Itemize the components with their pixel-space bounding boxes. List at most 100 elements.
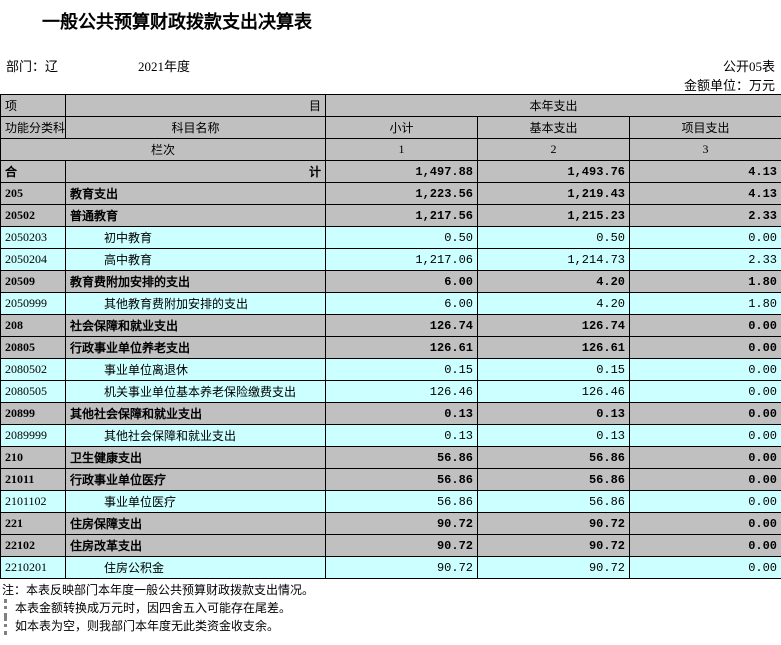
lane-1: 1: [326, 139, 478, 161]
cell-project: 2.33: [630, 205, 781, 227]
cell-subtotal: 56.86: [326, 491, 478, 513]
cell-basic: 126.61: [478, 337, 630, 359]
table-row: 2080505机关事业单位基本养老保险缴费支出126.46126.460.00: [1, 381, 781, 403]
cell-subtotal: 1,217.06: [326, 249, 478, 271]
cell-basic: 0.13: [478, 403, 630, 425]
cell-subtotal: 0.13: [326, 403, 478, 425]
meta-row: 部门：辽 2021年度 公开05表 金额单位：万元: [0, 38, 781, 94]
hdr-item-r: 目: [66, 95, 326, 117]
cell-basic: 56.86: [478, 469, 630, 491]
lane-3: 3: [630, 139, 781, 161]
cell-code: 20509: [1, 271, 66, 293]
table-row: 2089999其他社会保障和就业支出0.130.130.00: [1, 425, 781, 447]
cell-project: 0.00: [630, 403, 781, 425]
table-row: 2080502事业单位离退休0.150.150.00: [1, 359, 781, 381]
cell-subtotal: 126.61: [326, 337, 478, 359]
table-row: 205教育支出1,223.561,219.434.13: [1, 183, 781, 205]
cell-code: 2080505: [1, 381, 66, 403]
cell-basic: 4.20: [478, 293, 630, 315]
total-project: 4.13: [630, 161, 781, 183]
table-row: 2101102事业单位医疗56.8656.860.00: [1, 491, 781, 513]
total-l: 合: [1, 161, 66, 183]
cell-name: 行政事业单位医疗: [66, 469, 326, 491]
cell-project: 0.00: [630, 557, 781, 579]
hdr-name: 科目名称: [66, 117, 326, 139]
table-row: 20805行政事业单位养老支出126.61126.610.00: [1, 337, 781, 359]
cell-name: 教育支出: [66, 183, 326, 205]
cell-code: 2050203: [1, 227, 66, 249]
cell-project: 0.00: [630, 535, 781, 557]
cell-project: 0.00: [630, 359, 781, 381]
total-row: 合 计 1,497.88 1,493.76 4.13: [1, 161, 781, 183]
cell-subtotal: 90.72: [326, 513, 478, 535]
cell-code: 2210201: [1, 557, 66, 579]
cell-name: 普通教育: [66, 205, 326, 227]
cell-basic: 90.72: [478, 513, 630, 535]
cell-name: 其他社会保障和就业支出: [66, 425, 326, 447]
cell-subtotal: 6.00: [326, 271, 478, 293]
cell-name: 教育费附加安排的支出: [66, 271, 326, 293]
cell-subtotal: 0.13: [326, 425, 478, 447]
table-row: 2050203初中教育0.500.500.00: [1, 227, 781, 249]
cell-project: 0.00: [630, 491, 781, 513]
hdr-basic: 基本支出: [478, 117, 630, 139]
cell-basic: 90.72: [478, 535, 630, 557]
cell-name: 卫生健康支出: [66, 447, 326, 469]
cell-subtotal: 1,217.56: [326, 205, 478, 227]
cell-project: 0.00: [630, 513, 781, 535]
cell-name: 行政事业单位养老支出: [66, 337, 326, 359]
cell-code: 20502: [1, 205, 66, 227]
cell-name: 社会保障和就业支出: [66, 315, 326, 337]
cell-name: 事业单位离退休: [66, 359, 326, 381]
table-row: 2210201住房公积金90.7290.720.00: [1, 557, 781, 579]
cell-basic: 0.50: [478, 227, 630, 249]
cell-project: 0.00: [630, 227, 781, 249]
table-row: 21011行政事业单位医疗56.8656.860.00: [1, 469, 781, 491]
cell-basic: 4.20: [478, 271, 630, 293]
table-row: 2050999其他教育费附加安排的支出6.004.201.80: [1, 293, 781, 315]
cell-project: 0.00: [630, 469, 781, 491]
lane-2: 2: [478, 139, 630, 161]
cell-name: 其他社会保障和就业支出: [66, 403, 326, 425]
hdr-subtotal: 小计: [326, 117, 478, 139]
cell-name: 机关事业单位基本养老保险缴费支出: [66, 381, 326, 403]
cell-code: 2101102: [1, 491, 66, 513]
table-row: 210卫生健康支出56.8656.860.00: [1, 447, 781, 469]
cell-subtotal: 126.46: [326, 381, 478, 403]
cell-subtotal: 56.86: [326, 469, 478, 491]
total-subtotal: 1,497.88: [326, 161, 478, 183]
hdr-item-l: 项: [1, 95, 66, 117]
cell-code: 2080502: [1, 359, 66, 381]
cell-project: 1.80: [630, 293, 781, 315]
cell-code: 21011: [1, 469, 66, 491]
cell-subtotal: 90.72: [326, 535, 478, 557]
table-row: 2050204高中教育1,217.061,214.732.33: [1, 249, 781, 271]
cell-basic: 0.15: [478, 359, 630, 381]
cell-basic: 1,219.43: [478, 183, 630, 205]
cell-project: 0.00: [630, 425, 781, 447]
cell-code: 22102: [1, 535, 66, 557]
cell-code: 2050204: [1, 249, 66, 271]
hdr-expense: 本年支出: [326, 95, 781, 117]
cell-basic: 126.46: [478, 381, 630, 403]
cell-subtotal: 90.72: [326, 557, 478, 579]
cell-code: 20899: [1, 403, 66, 425]
report-title: 一般公共预算财政拨款支出决算表: [0, 0, 781, 38]
cell-project: 0.00: [630, 381, 781, 403]
total-basic: 1,493.76: [478, 161, 630, 183]
cell-subtotal: 6.00: [326, 293, 478, 315]
cell-subtotal: 126.74: [326, 315, 478, 337]
form-no: 公开05表: [684, 56, 775, 75]
note-line: 注：本表反映部门本年度一般公共预算财政拨款支出情况。: [2, 581, 779, 599]
cell-code: 221: [1, 513, 66, 535]
cell-basic: 0.13: [478, 425, 630, 447]
cell-subtotal: 1,223.56: [326, 183, 478, 205]
cell-basic: 56.86: [478, 491, 630, 513]
cell-code: 20805: [1, 337, 66, 359]
hdr-lane: 栏次: [1, 139, 326, 161]
cell-project: 0.00: [630, 447, 781, 469]
cell-name: 其他教育费附加安排的支出: [66, 293, 326, 315]
table-row: 20509教育费附加安排的支出6.004.201.80: [1, 271, 781, 293]
cell-project: 2.33: [630, 249, 781, 271]
notes: 注：本表反映部门本年度一般公共预算财政拨款支出情况。 本表金额转换成万元时，因四…: [0, 579, 781, 635]
